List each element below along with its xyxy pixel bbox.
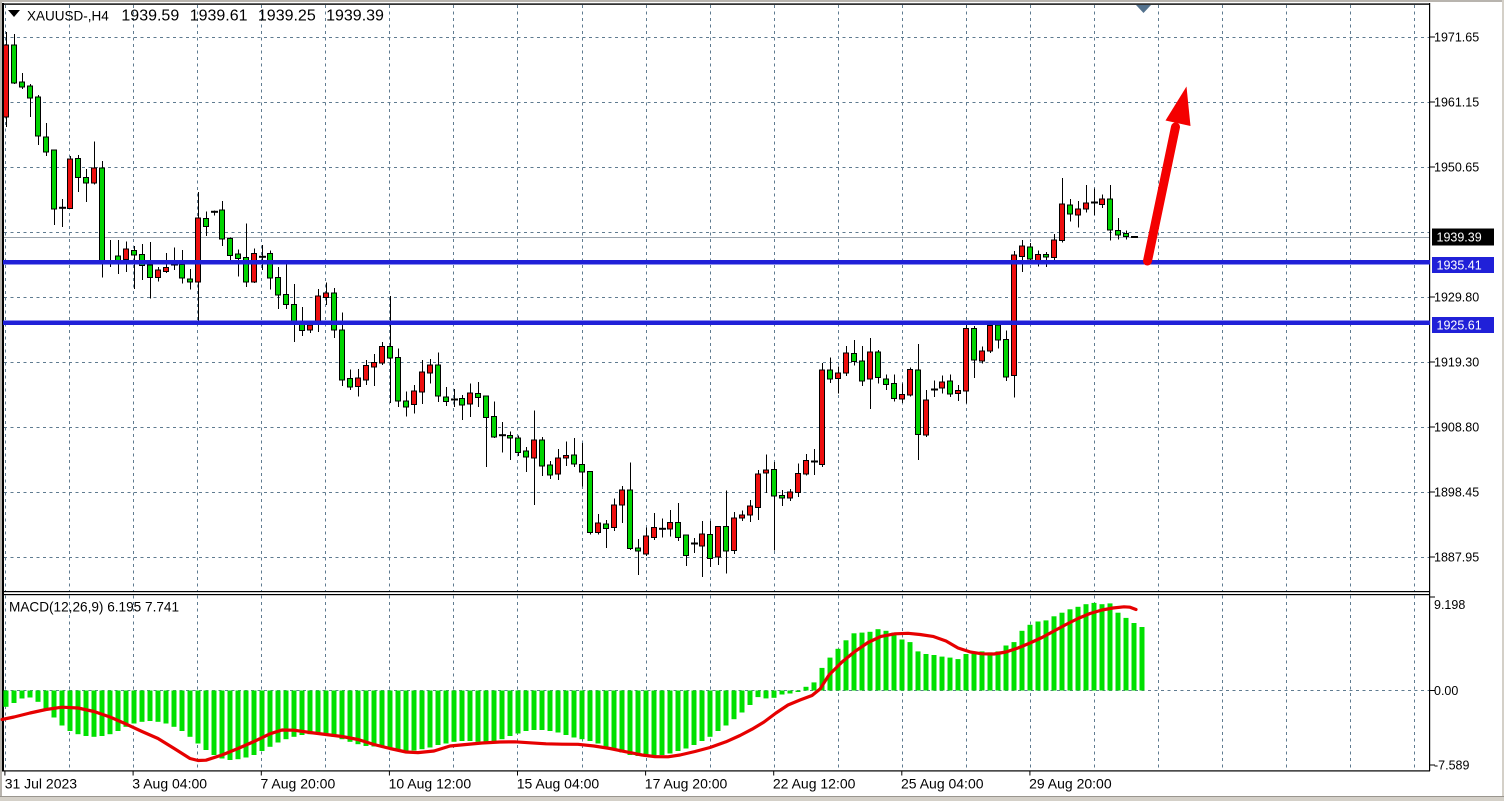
svg-text:1887.95: 1887.95	[1434, 551, 1479, 565]
svg-text:29 Aug 20:00: 29 Aug 20:00	[1029, 776, 1112, 792]
svg-text:1961.15: 1961.15	[1434, 96, 1479, 110]
svg-text:1898.45: 1898.45	[1434, 486, 1479, 500]
svg-text:17 Aug 20:00: 17 Aug 20:00	[645, 776, 728, 792]
svg-text:10 Aug 12:00: 10 Aug 12:00	[389, 776, 472, 792]
svg-text:31 Jul 2023: 31 Jul 2023	[5, 776, 78, 792]
svg-text:0.00: 0.00	[1434, 684, 1458, 698]
svg-text:1950.65: 1950.65	[1434, 161, 1479, 175]
svg-text:1939.39: 1939.39	[1437, 231, 1482, 245]
svg-text:3 Aug 04:00: 3 Aug 04:00	[132, 776, 207, 792]
svg-text:22 Aug 12:00: 22 Aug 12:00	[773, 776, 856, 792]
svg-text:15 Aug 04:00: 15 Aug 04:00	[517, 776, 600, 792]
svg-text:1908.80: 1908.80	[1434, 421, 1479, 435]
svg-text:1929.80: 1929.80	[1434, 291, 1479, 305]
svg-text:-7.589: -7.589	[1434, 759, 1469, 773]
svg-text:7 Aug 20:00: 7 Aug 20:00	[261, 776, 336, 792]
svg-text:MACD(12,26,9) 6.195 7.741: MACD(12,26,9) 6.195 7.741	[9, 600, 179, 615]
svg-text:9.198: 9.198	[1434, 598, 1465, 612]
svg-text:1919.30: 1919.30	[1434, 356, 1479, 370]
svg-text:1925.61: 1925.61	[1437, 319, 1482, 333]
svg-text:1935.41: 1935.41	[1437, 259, 1482, 273]
svg-text:1971.65: 1971.65	[1434, 31, 1479, 45]
svg-text:25 Aug 04:00: 25 Aug 04:00	[901, 776, 984, 792]
